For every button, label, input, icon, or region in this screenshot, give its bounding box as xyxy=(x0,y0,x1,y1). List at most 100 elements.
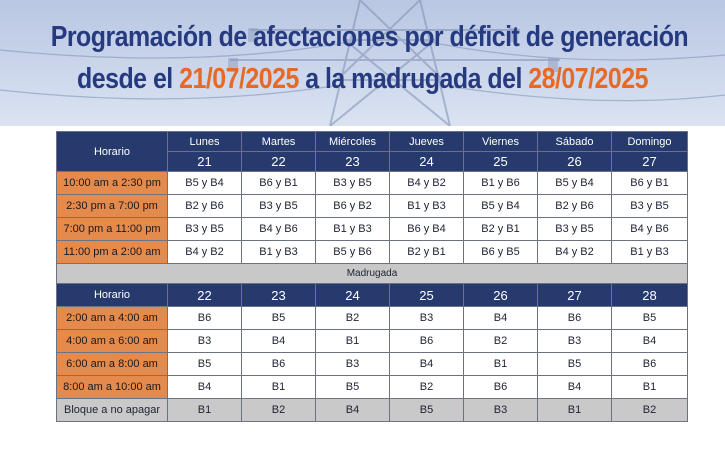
day-number: 28 xyxy=(611,283,688,307)
section-row: Madrugada xyxy=(56,263,688,284)
time-slot: Bloque a no apagar xyxy=(56,398,168,422)
block-cell: B1 xyxy=(241,375,316,399)
day-number: 23 xyxy=(241,283,316,307)
header-row-madrugada: Horario 22 23 24 25 26 27 28 xyxy=(56,283,688,307)
header-banner: Programación de afectaciones por déficit… xyxy=(0,0,725,126)
block-cell: B5 y B4 xyxy=(167,171,242,195)
table-row: 7:00 pm a 11:00 pm B3 y B5 B4 y B6 B1 y B3 B… xyxy=(56,217,688,241)
block-cell: B6 y B1 xyxy=(611,171,688,195)
block-cell: B2 xyxy=(463,329,538,353)
block-cell: B5 xyxy=(389,398,464,422)
block-cell: B6 xyxy=(463,375,538,399)
day-number: 27 xyxy=(537,283,612,307)
block-cell: B4 xyxy=(167,375,242,399)
block-cell: B3 xyxy=(389,306,464,330)
block-cell: B6 y B5 xyxy=(463,240,538,264)
block-cell: B4 y B2 xyxy=(389,171,464,195)
block-cell: B4 y B6 xyxy=(611,217,688,241)
block-cell: B2 xyxy=(611,398,688,422)
block-cell: B5 xyxy=(315,375,390,399)
day-number: 25 xyxy=(389,283,464,307)
block-cell: B5 y B6 xyxy=(315,240,390,264)
day-number: 24 xyxy=(315,283,390,307)
block-cell: B2 y B6 xyxy=(537,194,612,218)
schedule-body: Horario Lunes Martes Miércoles Jueves Vi… xyxy=(56,131,688,422)
block-cell: B1 y B3 xyxy=(315,217,390,241)
block-cell: B1 xyxy=(167,398,242,422)
block-cell: B4 xyxy=(315,398,390,422)
block-cell: B1 xyxy=(537,398,612,422)
block-cell: B2 y B1 xyxy=(389,240,464,264)
section-madrugada: Madrugada xyxy=(56,263,688,284)
block-cell: B4 xyxy=(241,329,316,353)
title-line-2-mid: a la madrugada del xyxy=(298,63,529,95)
time-slot: 11:00 pm a 2:00 am xyxy=(56,240,168,264)
day-header: Jueves xyxy=(389,131,464,152)
time-slot: 8:00 am a 10:00 am xyxy=(56,375,168,399)
block-cell: B1 xyxy=(611,375,688,399)
block-cell: B4 y B6 xyxy=(241,217,316,241)
schedule-table: Horario Lunes Martes Miércoles Jueves Vi… xyxy=(56,131,688,422)
horario-header: Horario xyxy=(56,283,168,307)
block-cell: B3 y B5 xyxy=(241,194,316,218)
day-header: Martes xyxy=(241,131,316,152)
day-header: Lunes xyxy=(167,131,242,152)
day-number: 22 xyxy=(167,283,242,307)
day-number: 21 xyxy=(167,151,242,172)
day-number: 27 xyxy=(611,151,688,172)
time-slot: 7:00 pm a 11:00 pm xyxy=(56,217,168,241)
day-header: Miércoles xyxy=(315,131,390,152)
day-number: 22 xyxy=(241,151,316,172)
day-header: Domingo xyxy=(611,131,688,152)
block-cell: B5 y B4 xyxy=(537,171,612,195)
table-row: 11:00 pm a 2:00 am B4 y B2 B1 y B3 B5 y B6 B… xyxy=(56,240,688,264)
block-cell: B6 y B2 xyxy=(315,194,390,218)
block-cell: B1 y B3 xyxy=(389,194,464,218)
block-cell: B3 y B5 xyxy=(315,171,390,195)
title-line-2-prefix: desde el xyxy=(77,63,180,95)
block-cell: B4 y B2 xyxy=(537,240,612,264)
block-cell: B3 xyxy=(315,352,390,376)
title-line-1: Programación de afectaciones por déficit… xyxy=(50,21,689,53)
date-from: 21/07/2025 xyxy=(179,63,299,95)
block-cell: B3 xyxy=(167,329,242,353)
day-number: 23 xyxy=(315,151,390,172)
block-cell: B4 xyxy=(537,375,612,399)
time-slot: 2:30 pm a 7:00 pm xyxy=(56,194,168,218)
title-line-2: desde el 21/07/2025 a la madrugada del 2… xyxy=(51,62,675,96)
block-cell: B6 xyxy=(611,352,688,376)
block-cell: B5 y B4 xyxy=(463,194,538,218)
block-cell: B1 xyxy=(315,329,390,353)
time-slot: 2:00 am a 4:00 am xyxy=(56,306,168,330)
block-cell: B2 xyxy=(241,398,316,422)
table-row: 10:00 am a 2:30 pm B5 y B4 B6 y B1 B3 y B5 B… xyxy=(56,171,688,195)
block-cell: B4 y B2 xyxy=(167,240,242,264)
block-cell: B3 y B5 xyxy=(167,217,242,241)
block-cell: B5 xyxy=(167,352,242,376)
block-cell: B4 xyxy=(463,306,538,330)
block-cell: B1 y B3 xyxy=(241,240,316,264)
block-cell: B6 xyxy=(241,352,316,376)
block-cell: B2 y B1 xyxy=(463,217,538,241)
block-cell: B1 y B6 xyxy=(463,171,538,195)
block-cell: B4 xyxy=(611,329,688,353)
time-slot: 6:00 am a 8:00 am xyxy=(56,352,168,376)
header-row-days: Horario Lunes Martes Miércoles Jueves Vi… xyxy=(56,131,688,172)
table-row: 2:00 am a 4:00 am B6 B5 B2 B3 B4 B6 B5 xyxy=(56,306,688,330)
block-cell: B2 y B6 xyxy=(167,194,242,218)
block-cell: B2 xyxy=(315,306,390,330)
block-cell: B6 y B1 xyxy=(241,171,316,195)
time-slot: 4:00 am a 6:00 am xyxy=(56,329,168,353)
day-header: Viernes xyxy=(463,131,538,152)
block-cell: B1 y B3 xyxy=(611,240,688,264)
block-cell: B4 xyxy=(389,352,464,376)
day-number: 26 xyxy=(537,151,612,172)
date-to: 28/07/2025 xyxy=(528,63,648,95)
block-cell: B6 y B4 xyxy=(389,217,464,241)
time-slot: 10:00 am a 2:30 pm xyxy=(56,171,168,195)
block-cell: B3 y B5 xyxy=(611,194,688,218)
block-cell: B6 xyxy=(389,329,464,353)
block-cell: B3 xyxy=(463,398,538,422)
day-number: 24 xyxy=(389,151,464,172)
table-row: 2:30 pm a 7:00 pm B2 y B6 B3 y B5 B6 y B2 B1… xyxy=(56,194,688,218)
